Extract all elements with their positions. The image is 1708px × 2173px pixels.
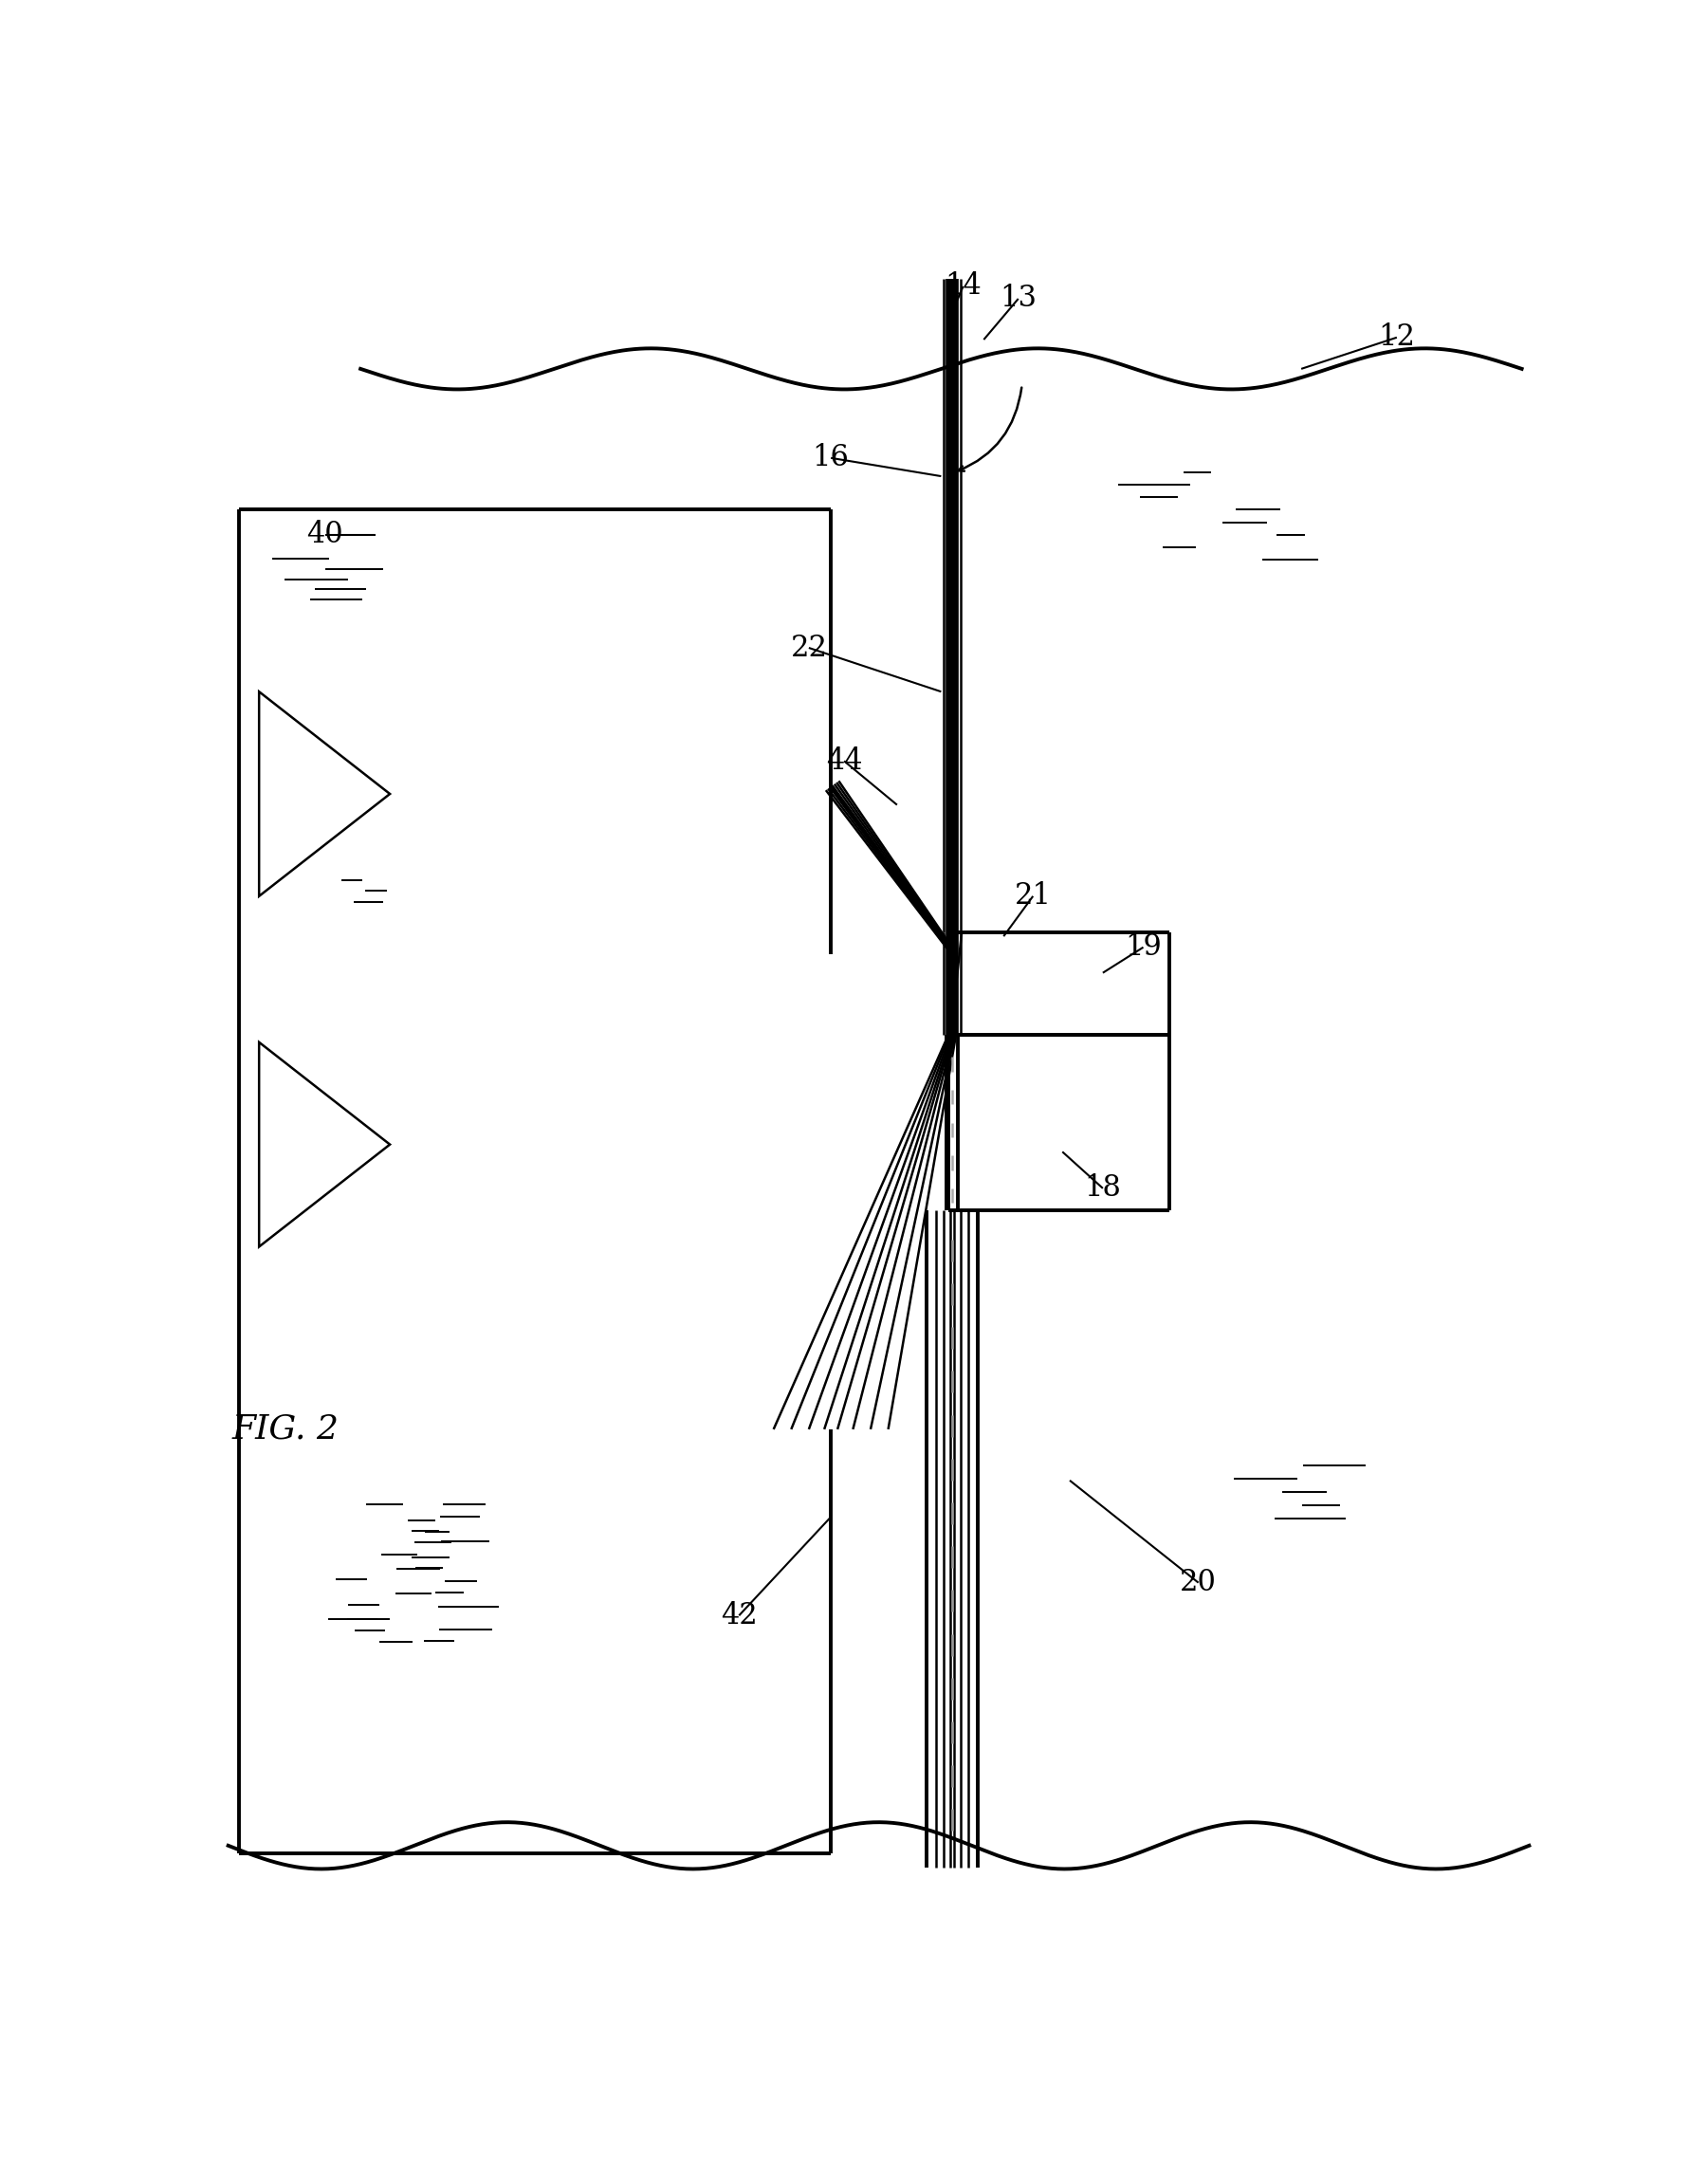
Text: 12: 12	[1378, 324, 1416, 352]
Text: 13: 13	[999, 285, 1037, 313]
Text: FIG. 2: FIG. 2	[232, 1412, 340, 1445]
Text: 42: 42	[721, 1602, 757, 1630]
Text: 44: 44	[827, 745, 863, 776]
Text: 19: 19	[1126, 932, 1161, 963]
Text: 20: 20	[1180, 1569, 1216, 1597]
Text: 21: 21	[1015, 882, 1052, 910]
Text: 18: 18	[1085, 1173, 1120, 1204]
Text: 16: 16	[813, 443, 849, 474]
Text: 22: 22	[791, 632, 827, 663]
Text: 40: 40	[307, 519, 343, 550]
Text: 14: 14	[945, 272, 982, 302]
